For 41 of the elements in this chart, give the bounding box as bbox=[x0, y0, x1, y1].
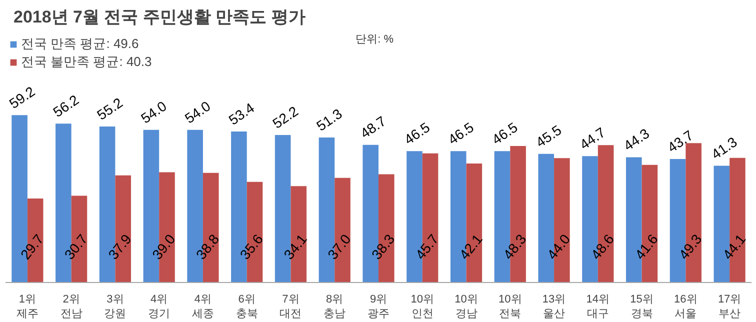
data-label: 53.4 bbox=[226, 99, 258, 128]
data-label: 44.7 bbox=[576, 124, 608, 153]
data-label: 55.2 bbox=[94, 94, 126, 123]
data-label: 46.5 bbox=[488, 118, 521, 148]
data-label: 34.1 bbox=[280, 230, 310, 262]
data-label: 48.7 bbox=[357, 112, 389, 142]
data-label: 44.1 bbox=[719, 230, 749, 262]
x-tick-label: 16위 서울 bbox=[674, 294, 698, 320]
x-tick-label: 10위 경남 bbox=[454, 294, 478, 320]
x-tick-label: 15위 경북 bbox=[630, 294, 654, 320]
x-tick-label: 6위 충북 bbox=[236, 294, 258, 320]
x-tick-label: 10위 전북 bbox=[498, 294, 522, 320]
x-tick-label: 17위 부산 bbox=[718, 294, 742, 320]
data-label: 43.7 bbox=[664, 126, 696, 156]
x-tick-label: 14위 대구 bbox=[586, 294, 610, 320]
data-label: 52.2 bbox=[269, 102, 302, 132]
text: 단위: % bbox=[356, 34, 394, 46]
x-tick-label: 8위 충남 bbox=[324, 294, 346, 320]
x-tick-label: 10위 인천 bbox=[410, 294, 434, 320]
data-label: 59.2 bbox=[6, 82, 38, 112]
data-label: 51.3 bbox=[313, 105, 346, 134]
data-label: 45.5 bbox=[532, 122, 564, 150]
x-tick-label: 4위 경기 bbox=[148, 294, 170, 320]
data-label: 44.3 bbox=[620, 125, 652, 154]
x-tick-label: 4위 세종 bbox=[192, 294, 214, 320]
x-tick-label: 1위 제주 bbox=[16, 294, 38, 320]
x-tick-label: 2위 전남 bbox=[60, 294, 82, 320]
x-tick-label: 9위 광주 bbox=[368, 294, 390, 320]
x-tick-label: 13위 울산 bbox=[542, 294, 566, 320]
data-label: 54.0 bbox=[182, 98, 214, 126]
legend-label: 전국 만족 평균: 49.6 bbox=[21, 35, 139, 53]
data-label: 41.3 bbox=[708, 134, 740, 162]
data-label: 56.2 bbox=[50, 91, 82, 120]
chart-title: 2018년 7월 전국 주민생활 만족도 평가 bbox=[14, 8, 306, 26]
data-label: 54.0 bbox=[138, 98, 170, 126]
data-label: 46.5 bbox=[445, 118, 477, 148]
data-label: 46.5 bbox=[401, 118, 433, 148]
legend-label: 전국 불만족 평균: 40.3 bbox=[21, 53, 152, 71]
data-label: 42.1 bbox=[456, 230, 486, 262]
x-tick-label: 7위 대전 bbox=[280, 294, 302, 320]
x-tick-label: 3위 강원 bbox=[104, 294, 126, 320]
